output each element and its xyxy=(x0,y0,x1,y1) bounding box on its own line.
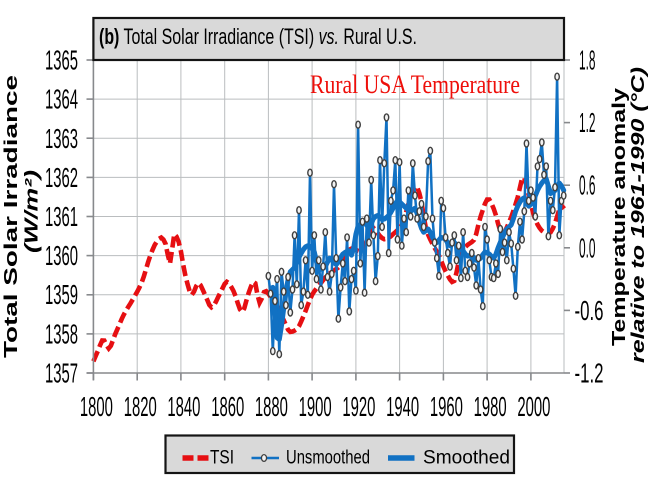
svg-text:TSI: TSI xyxy=(210,448,234,469)
svg-text:1363: 1363 xyxy=(45,123,78,154)
svg-text:1880: 1880 xyxy=(255,391,288,422)
svg-text:1980: 1980 xyxy=(474,391,507,422)
svg-text:2000: 2000 xyxy=(517,391,550,422)
svg-text:1.8: 1.8 xyxy=(579,45,596,76)
svg-text:1.2: 1.2 xyxy=(579,107,596,138)
svg-text:(b) Total Solar Irradiance (TS: (b) Total Solar Irradiance (TSI) vs. Rur… xyxy=(99,24,417,49)
svg-text:1357: 1357 xyxy=(45,358,78,389)
svg-text:1840: 1840 xyxy=(167,391,200,422)
svg-text:1358: 1358 xyxy=(45,318,78,349)
svg-text:-1.2: -1.2 xyxy=(575,358,604,389)
svg-text:Rural USA Temperature: Rural USA Temperature xyxy=(310,70,520,99)
svg-text:0.0: 0.0 xyxy=(579,232,596,263)
svg-text:(W/m²): (W/m²) xyxy=(22,170,42,253)
svg-text:1920: 1920 xyxy=(342,391,375,422)
svg-text:1361: 1361 xyxy=(45,201,78,232)
svg-text:1900: 1900 xyxy=(299,391,332,422)
svg-text:Total Solar Irradiance: Total Solar Irradiance xyxy=(1,75,21,358)
svg-text:Unsmoothed: Unsmoothed xyxy=(286,448,370,469)
svg-text:relative to 1961-1990 (°C): relative to 1961-1990 (°C) xyxy=(628,67,648,363)
svg-text:1960: 1960 xyxy=(430,391,463,422)
svg-text:-0.6: -0.6 xyxy=(575,295,604,326)
svg-text:1364: 1364 xyxy=(45,84,78,115)
svg-text:1860: 1860 xyxy=(211,391,244,422)
svg-text:1800: 1800 xyxy=(80,391,113,422)
svg-text:0.6: 0.6 xyxy=(579,170,596,201)
svg-text:1362: 1362 xyxy=(45,162,78,193)
svg-text:1940: 1940 xyxy=(386,391,419,422)
svg-text:1820: 1820 xyxy=(124,391,157,422)
svg-text:1360: 1360 xyxy=(45,240,78,271)
svg-text:1359: 1359 xyxy=(45,279,78,310)
svg-text:Temperature anomaly: Temperature anomaly xyxy=(609,88,629,346)
svg-text:Smoothed: Smoothed xyxy=(423,448,510,469)
svg-text:1365: 1365 xyxy=(45,45,78,76)
